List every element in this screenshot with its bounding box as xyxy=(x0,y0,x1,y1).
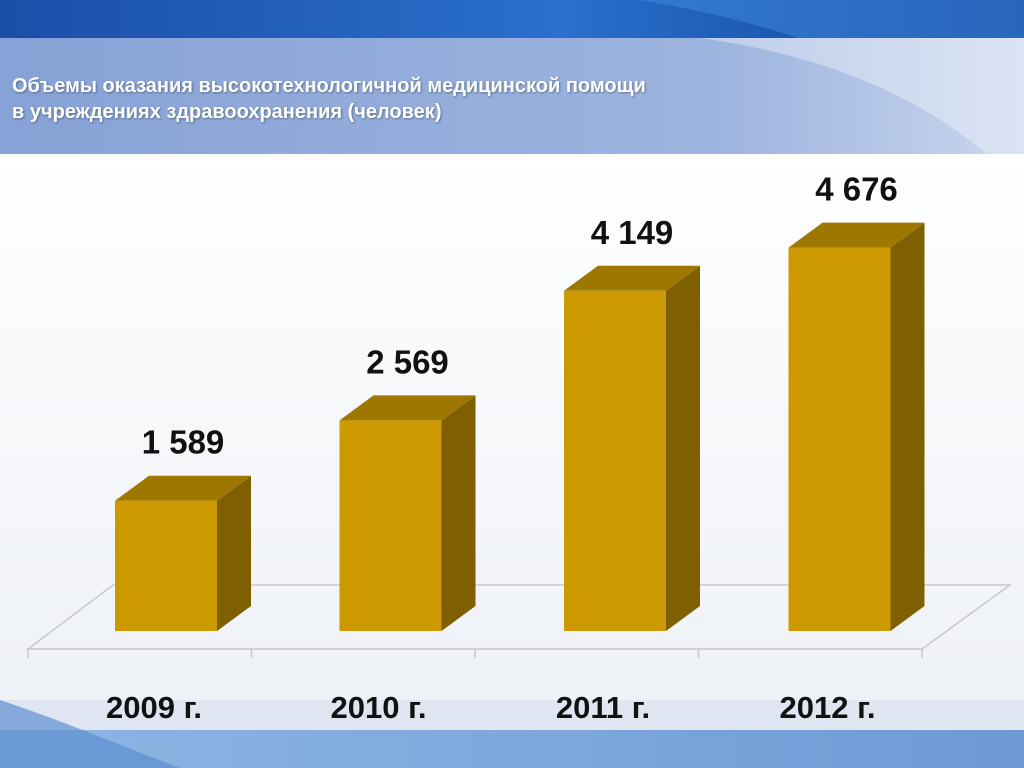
bar-4 xyxy=(788,222,925,631)
bar-front xyxy=(339,420,442,631)
floor-plane xyxy=(25,584,1013,650)
bottom-band xyxy=(0,730,1024,768)
value-label: 4 676 xyxy=(815,171,898,208)
bar-side xyxy=(441,395,476,631)
bar-side xyxy=(217,475,251,631)
header-band xyxy=(0,38,1024,154)
title-line-2: в учреждениях здравоохранения (человек) xyxy=(12,101,442,123)
slide-title: Объемы оказания высокотехнологичной меди… xyxy=(12,73,772,125)
bar-front xyxy=(788,247,891,631)
bar-top xyxy=(339,395,476,421)
category-label: 2012 г. xyxy=(780,690,876,725)
bar-top xyxy=(115,475,251,501)
bar-top xyxy=(788,222,925,248)
value-label: 1 589 xyxy=(142,424,225,461)
category-label: 2009 г. xyxy=(106,690,202,725)
title-line-1: Объемы оказания высокотехнологичной меди… xyxy=(12,75,646,97)
category-label: 2011 г. xyxy=(556,690,650,725)
bar-top xyxy=(564,265,700,291)
bar-front xyxy=(115,500,217,631)
category-label: 2010 г. xyxy=(331,690,427,725)
chart-value-labels: 1 589 2 569 4 149 4 676 xyxy=(142,171,898,461)
bar-2 xyxy=(339,395,476,631)
chart-category-labels: 2009 г. 2010 г. 2011 г. 2012 г. xyxy=(106,690,876,725)
bar-front xyxy=(564,290,666,631)
bar-1 xyxy=(115,475,251,631)
value-label: 2 569 xyxy=(366,343,449,380)
bar-3 xyxy=(564,265,700,631)
bar-side xyxy=(890,222,925,631)
bar-side xyxy=(666,265,700,631)
chart-bars xyxy=(115,222,925,631)
chart-floor xyxy=(25,584,1013,658)
value-label: 4 149 xyxy=(591,214,674,251)
